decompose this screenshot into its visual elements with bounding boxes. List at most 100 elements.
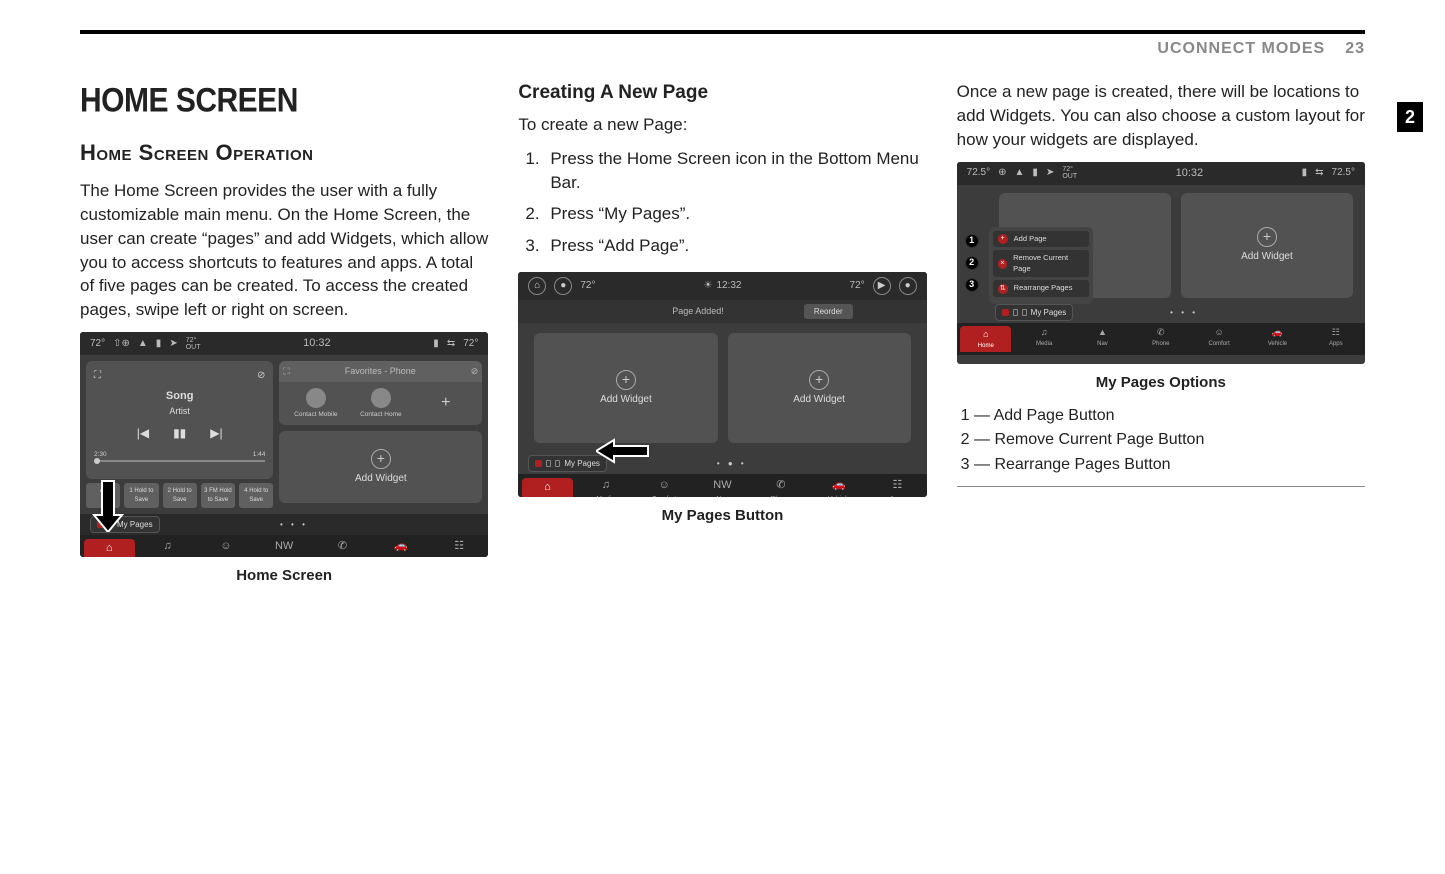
screenshot-my-pages-button: ⌂ ● 72° ☀ 12:32 72° ▶ ● Page Added! Reor…: [518, 272, 926, 497]
song-label: Song: [94, 389, 265, 404]
page-number: 23: [1345, 38, 1365, 60]
temp-right-2: 72°: [850, 279, 865, 293]
user-icon: ▲: [138, 337, 148, 351]
menu-item-comfort[interactable]: ☺Comfort: [200, 539, 251, 557]
my-pages-button[interactable]: My Pages: [995, 304, 1074, 321]
pager-dots: • • •: [1170, 307, 1198, 318]
menu-item-apps[interactable]: ☷Apps: [872, 478, 923, 497]
chapter-tab: 2: [1397, 102, 1423, 132]
clock-3: 10:32: [1176, 166, 1204, 181]
add-widget-panel[interactable]: + Add Widget: [279, 431, 482, 503]
mic-circle-icon[interactable]: ●: [554, 277, 572, 295]
plus-icon: +: [809, 370, 829, 390]
plus-red-icon: +: [998, 234, 1008, 244]
preset-1[interactable]: 1 Hold to Save: [124, 483, 158, 508]
plus-icon: +: [616, 370, 636, 390]
menu-item-vehicle[interactable]: 🚗Vehicle: [375, 539, 426, 557]
callout-2: 2: [965, 256, 979, 270]
menu-item-apps[interactable]: ☷Apps: [434, 539, 485, 557]
bt-icon: ⇆: [447, 337, 455, 351]
menu-item-nav[interactable]: NWNav: [259, 539, 310, 557]
menu-item-media[interactable]: ♫Media: [142, 539, 193, 557]
menu-item-nav[interactable]: ▲Nav: [1077, 326, 1128, 352]
arrow-icon: ➤: [169, 337, 177, 351]
mute-circle-icon[interactable]: ●: [899, 277, 917, 295]
arrow-callout-left: [596, 438, 651, 468]
menu-item-apps[interactable]: ☷Apps: [1310, 326, 1361, 352]
add-widget-label: Add Widget: [355, 472, 407, 486]
my-pages-label: My Pages: [1031, 307, 1067, 318]
media-widget: ⛶ ⊘ Song Artist |◀ ▮▮ ▶|: [86, 361, 273, 479]
contact-2-label: Contact Home: [360, 411, 402, 418]
popup-rearrange[interactable]: ⇅ Rearrange Pages: [993, 280, 1089, 297]
expand-icon: ⛶: [94, 369, 101, 383]
add-widget-right[interactable]: + Add Widget: [728, 333, 911, 443]
divider: [957, 486, 1365, 487]
preset-4[interactable]: 4 Hold to Save: [239, 483, 273, 508]
prev-icon[interactable]: |◀: [137, 425, 149, 442]
popup-remove-page[interactable]: × Remove Current Page: [993, 250, 1089, 277]
bell-icon: ▮: [1032, 166, 1038, 180]
menu-item-home[interactable]: ⌂Home: [960, 326, 1011, 352]
step-2: Press “My Pages”.: [544, 202, 926, 226]
plus-icon: +: [371, 449, 391, 469]
popup-add-page[interactable]: + Add Page: [993, 231, 1089, 248]
favorites-widget: ⛶ Favorites - Phone ⊘ Contact Mobile: [279, 361, 482, 425]
callout-3: 3: [965, 278, 979, 292]
menu-item-phone[interactable]: ✆Phone: [1135, 326, 1186, 352]
menu-item-home[interactable]: ⌂Home: [522, 478, 573, 497]
status-bar: 72° ⇧⊕ ▲ ▮ ➤ 72°OUT 10:32 ▮ ⇆ 72°: [80, 332, 488, 355]
cam-circle-icon[interactable]: ▶: [873, 277, 891, 295]
my-pages-label: My Pages: [564, 458, 600, 469]
expand-icon-2: ⛶: [283, 365, 289, 378]
menu-item-phone[interactable]: ✆Phone: [317, 539, 368, 557]
arrow-callout: [90, 477, 126, 536]
callout-1: 1: [965, 234, 979, 248]
menu-item-vehicle[interactable]: 🚗Vehicle: [814, 478, 865, 497]
menu-item-home[interactable]: ⌂Home: [84, 539, 135, 557]
steps-list: Press the Home Screen icon in the Bottom…: [518, 147, 926, 258]
reorder-button[interactable]: Reorder: [804, 304, 853, 319]
popup-label-3: Rearrange Pages: [1014, 283, 1073, 294]
menu-item-comfort[interactable]: ☺Comfort: [639, 478, 690, 497]
my-pages-button[interactable]: My Pages: [528, 455, 607, 472]
fav-title: Favorites - Phone: [345, 365, 416, 378]
add-widget-label: Add Widget: [793, 393, 845, 407]
arrow-icon: ➤: [1046, 166, 1054, 180]
menu-item-media[interactable]: ♫Media: [1019, 326, 1070, 352]
menu-item-phone[interactable]: ✆Phone: [755, 478, 806, 497]
legend-list: 1 — Add Page Button 2 — Remove Current P…: [961, 405, 1365, 476]
contact-add[interactable]: +: [415, 388, 476, 419]
add-widget-right-3[interactable]: + Add Widget: [1181, 193, 1353, 298]
block-icon: ⊘: [257, 369, 265, 383]
bottom-menu: ⌂Home ♫Media ▲Nav ✆Phone ☺Comfort 🚗Vehicle ☷Ap…: [957, 323, 1365, 355]
menu-item-comfort[interactable]: ☺Comfort: [1194, 326, 1245, 352]
page-added-msg: Page Added!: [672, 305, 724, 318]
menu-item-vehicle[interactable]: 🚗Vehicle: [1252, 326, 1303, 352]
legend-1: 1 — Add Page Button: [961, 405, 1365, 427]
pause-icon[interactable]: ▮▮: [173, 425, 186, 442]
bottom-menu: ⌂Home ♫Media ☺Comfort NWNav ✆Phone 🚗Vehicle ☷A…: [518, 474, 926, 497]
home-circle-icon[interactable]: ⌂: [528, 277, 546, 295]
temp-left-3: 72.5°: [967, 166, 990, 180]
popup-label-2: Remove Current Page: [1013, 253, 1084, 274]
contact-2[interactable]: Contact Home: [350, 388, 411, 419]
menu-item-media[interactable]: ♫Media: [580, 478, 631, 497]
add-widget-label: Add Widget: [1241, 250, 1293, 264]
preset-3[interactable]: 3 FM Hold to Save: [201, 483, 235, 508]
preset-2[interactable]: 2 Hold to Save: [163, 483, 197, 508]
screenshot-home-screen: 72° ⇧⊕ ▲ ▮ ➤ 72°OUT 10:32 ▮ ⇆ 72°: [80, 332, 488, 557]
step-3: Press “Add Page”.: [544, 234, 926, 258]
menu-item-nav[interactable]: NWNav: [697, 478, 748, 497]
bt-icon: ⇆: [1315, 166, 1323, 180]
artist-label: Artist: [94, 405, 265, 418]
signal-icon: ▮: [1302, 166, 1308, 180]
legend-3: 3 — Rearrange Pages Button: [961, 454, 1365, 476]
add-widget-left[interactable]: + Add Widget: [534, 333, 717, 443]
contact-1[interactable]: Contact Mobile: [285, 388, 346, 419]
arrows-red-icon: ⇅: [998, 284, 1008, 294]
bottom-menu: ⌂Home ♫Media ☺Comfort NWNav ✆Phone 🚗Vehicle ☷A…: [80, 535, 488, 557]
h1-title: HOME SCREEN: [80, 77, 488, 125]
signal-icon: ▮: [433, 337, 439, 351]
next-icon[interactable]: ▶|: [210, 425, 222, 442]
